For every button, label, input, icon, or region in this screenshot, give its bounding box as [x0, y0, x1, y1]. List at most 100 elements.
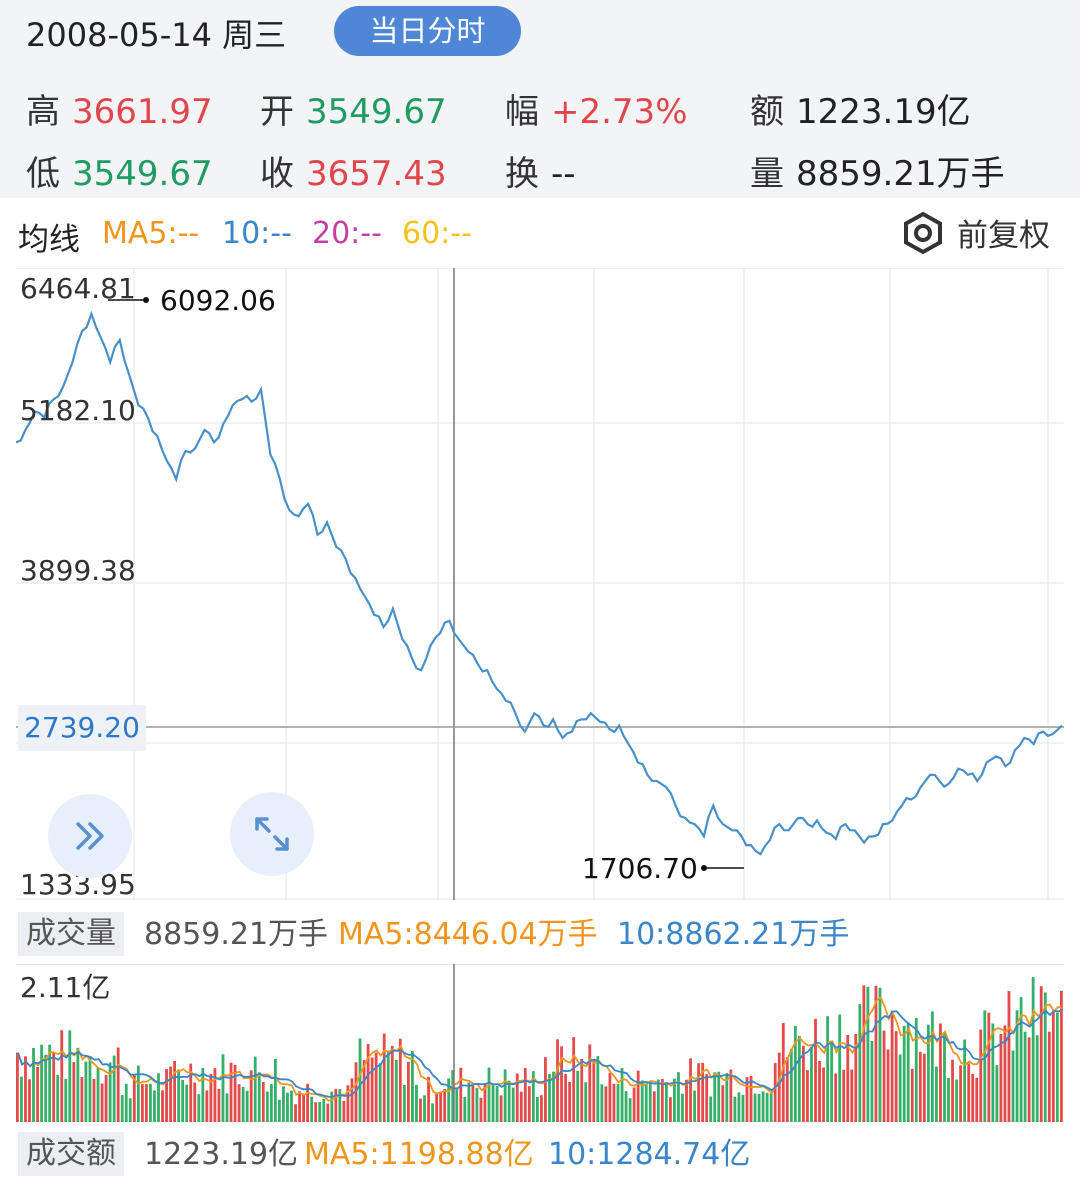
volume-bar: [576, 1071, 580, 1122]
ma-title[interactable]: 均线: [18, 222, 80, 258]
volume-bar: [435, 1093, 439, 1122]
quote-open-label: 开: [260, 92, 294, 132]
volume-bar: [362, 1060, 366, 1122]
volume-bar: [882, 1030, 886, 1122]
expand-panel-button[interactable]: [48, 794, 132, 878]
adjust-toggle[interactable]: 前复权: [901, 210, 1050, 255]
quote-amount-label: 额: [750, 92, 784, 132]
volume-bar: [330, 1091, 334, 1122]
volume-bar: [608, 1072, 612, 1122]
volume-bar: [995, 1065, 999, 1122]
volume-bar: [32, 1048, 35, 1122]
quote-low-value: 3549.67: [72, 154, 213, 194]
volume-bar: [165, 1069, 168, 1122]
quote-header: 2008-05-14 周三 当日分时 高 3661.97 开 3549.67 幅 +2…: [0, 0, 1080, 198]
volume-bar: [185, 1084, 189, 1122]
volume-bar: [697, 1063, 701, 1122]
volume-bar: [668, 1097, 672, 1122]
volume-bar: [620, 1068, 624, 1122]
amount-value: 1223.19亿: [144, 1137, 299, 1172]
volume-bar: [120, 1095, 124, 1122]
volume-bar: [983, 1010, 987, 1122]
volume-bar: [689, 1058, 692, 1122]
volume-bar: [269, 1084, 273, 1122]
ma20-legend: 20:--: [312, 216, 382, 251]
volume-bar: [161, 1090, 164, 1122]
volume-bar: [1047, 1031, 1051, 1122]
volume-bar: [769, 1093, 773, 1122]
volume-bar: [507, 1080, 511, 1122]
volume-bar: [681, 1093, 684, 1122]
volume-bar: [233, 1064, 237, 1122]
volume-bar: [455, 1087, 459, 1122]
quote-volume-value: 8859.21万手: [796, 154, 1005, 194]
volume-bar: [479, 1097, 483, 1122]
volume-bar: [922, 1053, 926, 1122]
volume-bar: [229, 1062, 233, 1122]
volume-bar: [314, 1102, 318, 1122]
volume-bar: [814, 1018, 817, 1122]
volume-bar: [709, 1096, 713, 1122]
volume-bar: [76, 1047, 80, 1122]
volume-bar: [701, 1062, 705, 1122]
volume-bar: [273, 1058, 277, 1122]
volume-bar: [439, 1091, 443, 1122]
quote-amount-value: 1223.19亿: [796, 92, 971, 132]
hexagon-settings-icon: [904, 211, 942, 254]
volume-bar: [378, 1063, 382, 1122]
volume-bar: [1027, 1037, 1031, 1122]
volume-bar: [350, 1078, 354, 1122]
volume-bar: [624, 1091, 628, 1122]
volume-bar: [826, 1016, 829, 1122]
price-chart[interactable]: [16, 268, 1064, 900]
amount-header: 成交额 1223.19亿 MA5:1198.88亿 10:1284.74亿: [0, 1125, 1080, 1178]
amount-tag[interactable]: 成交额: [18, 1132, 124, 1176]
volume-bar: [806, 1070, 809, 1122]
volume-bar: [318, 1102, 322, 1122]
volume-bar: [144, 1084, 148, 1122]
volume-bar: [342, 1100, 346, 1122]
volume-bar: [443, 1089, 447, 1122]
quote-amount: 额 1223.19亿: [750, 84, 971, 133]
volume-bar: [463, 1096, 467, 1122]
quote-amplitude: 幅 +2.73%: [505, 84, 688, 133]
volume-bar: [16, 1052, 19, 1122]
intraday-button[interactable]: 当日分时: [334, 6, 521, 56]
volume-bar: [88, 1056, 92, 1122]
volume-bar: [1003, 1025, 1007, 1122]
high-annotation-leader: [108, 297, 149, 303]
volume-bar: [149, 1083, 152, 1122]
volume-bar: [648, 1082, 652, 1122]
quote-volume-label: 量: [750, 154, 784, 194]
volume-bar: [153, 1090, 156, 1122]
volume-bar: [68, 1030, 72, 1122]
volume-bar: [36, 1067, 39, 1122]
volume-bar: [632, 1087, 636, 1122]
volume-bar: [725, 1073, 729, 1122]
volume-bar: [140, 1084, 144, 1122]
volume-bar: [540, 1095, 543, 1122]
quote-open: 开 3549.67: [260, 84, 447, 133]
fullscreen-button[interactable]: [230, 792, 314, 876]
volume-header: 成交量 8859.21万手 MA5:8446.04万手 10:8862.21万手: [0, 905, 1080, 963]
quote-open-value: 3549.67: [306, 92, 447, 132]
volume-tag[interactable]: 成交量: [18, 912, 124, 956]
volume-bar: [898, 1054, 902, 1122]
volume-bar: [1007, 991, 1011, 1122]
volume-bar: [128, 1098, 132, 1122]
volume-chart[interactable]: [16, 964, 1064, 1122]
volume-bar: [765, 1092, 769, 1122]
quote-turnover-value: --: [551, 154, 576, 194]
ma10-legend: 10:--: [222, 216, 292, 251]
volume-bar: [326, 1103, 330, 1122]
volume-bar: [334, 1088, 338, 1122]
volume-bar: [628, 1098, 632, 1122]
volume-bar: [1011, 1050, 1015, 1122]
volume-bar: [584, 1082, 588, 1122]
volume-bar: [177, 1069, 181, 1122]
volume-bar: [943, 1032, 946, 1122]
volume-bar: [523, 1068, 527, 1122]
volume-bar: [596, 1056, 600, 1122]
volume-bar: [261, 1081, 265, 1122]
volume-ma5: MA5:8446.04万手: [338, 917, 598, 952]
